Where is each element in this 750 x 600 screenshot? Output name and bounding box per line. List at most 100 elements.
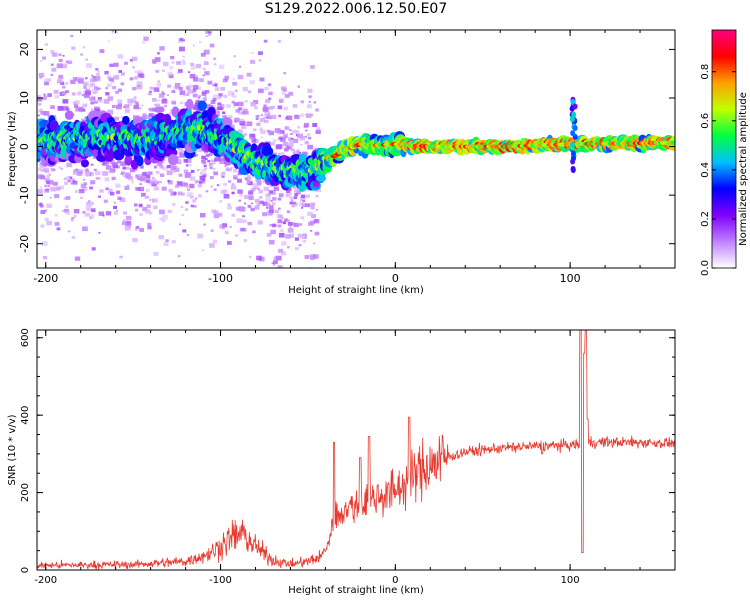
heatmap-cell xyxy=(282,133,289,138)
heatmap-cell xyxy=(290,138,294,141)
heatmap-cell xyxy=(152,97,157,102)
heatmap-cell xyxy=(153,166,157,169)
heatmap-cell xyxy=(159,217,163,221)
heatmap-cell xyxy=(106,75,111,79)
heatmap-cell xyxy=(226,104,231,108)
heatmap-cell xyxy=(139,213,143,216)
heatmap-cell xyxy=(136,81,143,86)
heatmap-cell xyxy=(316,127,321,131)
snr-series-line xyxy=(37,330,675,570)
heatmap-cell xyxy=(302,233,307,237)
heatmap-cell xyxy=(237,189,243,194)
heatmap-cell xyxy=(277,130,282,135)
heatmap-cell xyxy=(260,136,263,139)
heatmap-cell xyxy=(186,192,193,197)
heatmap-cell xyxy=(132,238,138,243)
heatmap-cell xyxy=(108,77,114,82)
heatmap-cell xyxy=(251,52,254,55)
heatmap-cell xyxy=(297,233,303,238)
heatmap-cell xyxy=(107,96,114,101)
heatmap-cell xyxy=(282,141,289,147)
heatmap-cell xyxy=(129,77,134,81)
heatmap-cell xyxy=(115,165,120,169)
heatmap-cell xyxy=(278,248,283,253)
heatmap-cell xyxy=(58,53,62,57)
heatmap-cell xyxy=(267,83,272,87)
heatmap-cell xyxy=(268,97,272,100)
colorbar-tick-label: 0.2 xyxy=(700,211,711,227)
heatmap-cell xyxy=(98,99,103,103)
heatmap-cell xyxy=(149,86,154,90)
heatmap-cell xyxy=(203,164,207,168)
heatmap-cell xyxy=(117,54,124,59)
heatmap-cell xyxy=(42,56,46,60)
y-axis-label: SNR (10 * v/v) xyxy=(7,414,18,485)
heatmap-cell xyxy=(155,103,161,108)
heatmap-cell xyxy=(246,121,253,127)
heatmap-cell xyxy=(232,174,238,179)
heatmap-cell xyxy=(252,230,256,234)
heatmap-cell xyxy=(185,184,190,189)
heatmap-cells xyxy=(37,30,675,268)
heatmap-cell xyxy=(50,186,57,192)
heatmap-cell xyxy=(258,59,262,62)
heatmap-cell xyxy=(58,74,64,79)
heatmap-cell xyxy=(230,185,237,190)
heatmap-cell xyxy=(571,111,577,118)
heatmap-cell xyxy=(254,106,258,110)
heatmap-cell xyxy=(300,216,305,220)
heatmap-cell xyxy=(289,139,294,144)
heatmap-cell xyxy=(193,205,197,208)
heatmap-cell xyxy=(313,218,320,224)
heatmap-cell xyxy=(286,245,290,249)
heatmap-cell xyxy=(272,263,276,266)
heatmap-cell xyxy=(195,154,198,157)
heatmap-cell xyxy=(176,156,180,159)
snr-line-plot xyxy=(37,330,675,570)
heatmap-cell xyxy=(233,105,237,108)
heatmap-cell xyxy=(82,226,88,232)
heatmap-cell xyxy=(91,74,94,77)
heatmap-cell xyxy=(84,116,88,119)
heatmap-cell xyxy=(133,104,139,110)
heatmap-cell xyxy=(219,200,223,203)
heatmap-cell xyxy=(259,200,264,205)
x-tick-label: -100 xyxy=(208,272,233,285)
heatmap-cell xyxy=(180,182,186,187)
heatmap-cell xyxy=(113,75,120,80)
heatmap-cell xyxy=(148,171,153,175)
heatmap-cell xyxy=(288,142,294,147)
heatmap-cell xyxy=(244,202,247,205)
heatmap-cell xyxy=(167,180,173,185)
heatmap-cell xyxy=(249,206,252,209)
heatmap-cell xyxy=(143,36,149,41)
heatmap-cell xyxy=(38,102,42,106)
heatmap-cell xyxy=(229,225,232,229)
heatmap-cell xyxy=(238,118,245,124)
heatmap-cell xyxy=(74,190,79,193)
heatmap-cell xyxy=(315,208,318,211)
heatmap-cell xyxy=(44,81,49,86)
heatmap-cell xyxy=(203,223,206,226)
colorbar-tick-label: 0.0 xyxy=(700,260,711,276)
heatmap-cell xyxy=(570,166,576,173)
heatmap-cell xyxy=(38,168,42,171)
heatmap-cell xyxy=(97,70,100,73)
heatmap-cell xyxy=(272,139,277,142)
heatmap-cell xyxy=(217,106,222,110)
heatmap-cell xyxy=(280,152,285,156)
heatmap-cell xyxy=(118,70,123,73)
heatmap-cell xyxy=(288,187,292,191)
heatmap-cell xyxy=(285,189,291,194)
heatmap-cell xyxy=(264,86,269,91)
heatmap-cell xyxy=(185,85,191,90)
heatmap-cell xyxy=(216,184,220,187)
heatmap-cell xyxy=(146,174,150,177)
heatmap-cell xyxy=(244,111,249,115)
heatmap-cell xyxy=(202,74,205,77)
heatmap-cell xyxy=(37,95,42,99)
heatmap-cell xyxy=(171,240,176,244)
heatmap-cell xyxy=(313,101,317,104)
heatmap-cell xyxy=(214,156,221,162)
heatmap-cell xyxy=(131,155,134,158)
